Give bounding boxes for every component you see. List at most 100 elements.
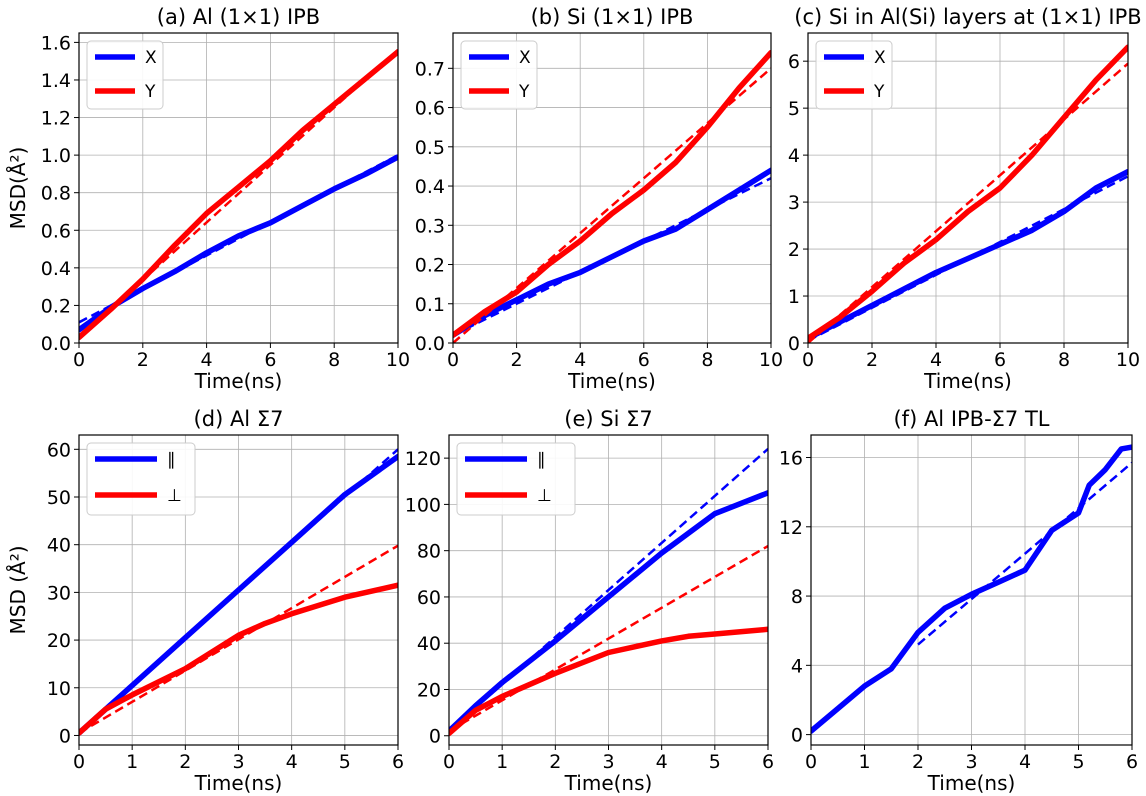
series-line-2	[808, 44, 1128, 342]
chart-title: (d) Al Σ7	[194, 407, 284, 431]
fit-line-1	[808, 175, 1128, 342]
x-tick-label: 10	[386, 349, 410, 371]
legend-label-1: X	[874, 48, 886, 68]
y-tick-label: 0.5	[415, 137, 445, 159]
y-tick-label: 3	[788, 192, 800, 214]
x-axis-label: Time(ns)	[194, 369, 283, 393]
y-tick-label: 1.4	[41, 70, 71, 92]
y-tick-label: 1.6	[41, 32, 71, 54]
legend-label-2: Y	[873, 82, 885, 102]
legend-label-2: ⊥	[537, 486, 552, 506]
x-tick-label: 2	[511, 349, 523, 371]
y-tick-label: 20	[417, 679, 441, 701]
axes-frame	[78, 32, 399, 344]
y-tick-label: 4	[791, 655, 803, 677]
legend: XY	[815, 40, 893, 110]
y-tick-label: 0.0	[41, 333, 71, 355]
x-tick-label: 4	[201, 349, 213, 371]
y-tick-label: 0.3	[415, 215, 445, 237]
y-tick-label: 5	[788, 98, 800, 120]
x-tick-label: 8	[701, 349, 713, 371]
plot-area	[453, 49, 771, 343]
x-tick-label: 6	[1126, 751, 1138, 773]
x-tick-label: 6	[392, 751, 404, 773]
chart-title: (a) Al (1×1) IPB	[157, 5, 320, 29]
y-tick-label: 0	[791, 725, 803, 747]
x-tick-label: 3	[965, 751, 977, 773]
x-tick-label: 8	[1058, 349, 1070, 371]
y-tick-label: 120	[405, 448, 441, 470]
x-tick-label: 4	[930, 349, 942, 371]
y-tick-label: 30	[47, 582, 71, 604]
x-tick-label: 1	[496, 751, 508, 773]
y-tick-label: 0.1	[415, 294, 445, 316]
series-line-1	[808, 168, 1128, 342]
y-tick-label: 1.2	[41, 108, 71, 130]
panel-3: 0 2 4 6 8 10 0 1 2 3 4 5 6 (c) Si in Al(Si) layers at…	[788, 5, 1142, 393]
series-line-1	[449, 490, 768, 734]
legend-label-1: ∥	[537, 450, 546, 470]
legend: ∥⊥	[86, 442, 196, 516]
x-tick-label: 10	[759, 349, 783, 371]
y-tick-label: 0.4	[41, 258, 71, 280]
fit-line-1	[79, 154, 398, 324]
y-tick-label: 6	[788, 51, 800, 73]
chart-title: (c) Si in Al(Si) layers at (1×1) IPB	[794, 5, 1141, 29]
plot-area	[808, 44, 1128, 343]
fit-line-1	[449, 447, 768, 733]
x-tick-label: 2	[179, 751, 191, 773]
legend-label-2: Y	[518, 82, 530, 102]
y-tick-label: 0.2	[415, 255, 445, 277]
y-tick-label: 80	[417, 541, 441, 563]
plot-area	[79, 48, 398, 341]
axes-frame	[452, 32, 772, 344]
plot-area	[449, 447, 768, 737]
y-tick-label: 1	[788, 286, 800, 308]
legend-label-1: ∥	[167, 450, 176, 470]
y-tick-label: 16	[779, 448, 803, 470]
x-tick-label: 5	[339, 751, 351, 773]
y-tick-label: 0.6	[41, 220, 71, 242]
y-tick-label: 0.0	[415, 333, 445, 355]
plot-area	[79, 448, 398, 736]
x-axis-label: Time(ns)	[927, 771, 1016, 795]
y-tick-label: 10	[47, 678, 71, 700]
chart-title: (f) Al IPB-Σ7 TL	[893, 407, 1049, 431]
series-line-1	[811, 444, 1132, 734]
fit-line-2	[453, 67, 771, 343]
y-tick-label: 50	[47, 487, 71, 509]
y-tick-label: 40	[47, 535, 71, 557]
x-tick-label: 6	[264, 349, 276, 371]
y-tick-label: 20	[47, 630, 71, 652]
y-tick-label: 0.2	[41, 295, 71, 317]
legend: XY	[460, 40, 538, 110]
legend: ∥⊥	[456, 442, 576, 516]
fit-line-2	[449, 544, 768, 733]
x-tick-label: 6	[994, 349, 1006, 371]
x-tick-label: 3	[232, 751, 244, 773]
x-tick-label: 2	[912, 751, 924, 773]
x-tick-label: 4	[656, 751, 668, 773]
x-tick-label: 5	[709, 751, 721, 773]
y-tick-label: 60	[47, 439, 71, 461]
x-tick-label: 0	[447, 349, 459, 371]
x-axis-label: Time(ns)	[564, 771, 653, 795]
y-tick-label: 1.0	[41, 145, 71, 167]
y-tick-label: 4	[788, 145, 800, 167]
x-tick-label: 8	[328, 349, 340, 371]
legend-label-2: Y	[144, 82, 156, 102]
chart-title: (e) Si Σ7	[564, 407, 652, 431]
x-tick-label: 2	[549, 751, 561, 773]
x-tick-label: 0	[73, 349, 85, 371]
fit-line-1	[79, 448, 398, 735]
x-tick-label: 4	[574, 349, 586, 371]
fit-line-1	[917, 461, 1132, 646]
x-tick-label: 1	[858, 751, 870, 773]
y-tick-label: 60	[417, 587, 441, 609]
fit-line-2	[79, 48, 398, 339]
fit-line-1	[453, 177, 771, 337]
legend-label-1: X	[519, 48, 531, 68]
